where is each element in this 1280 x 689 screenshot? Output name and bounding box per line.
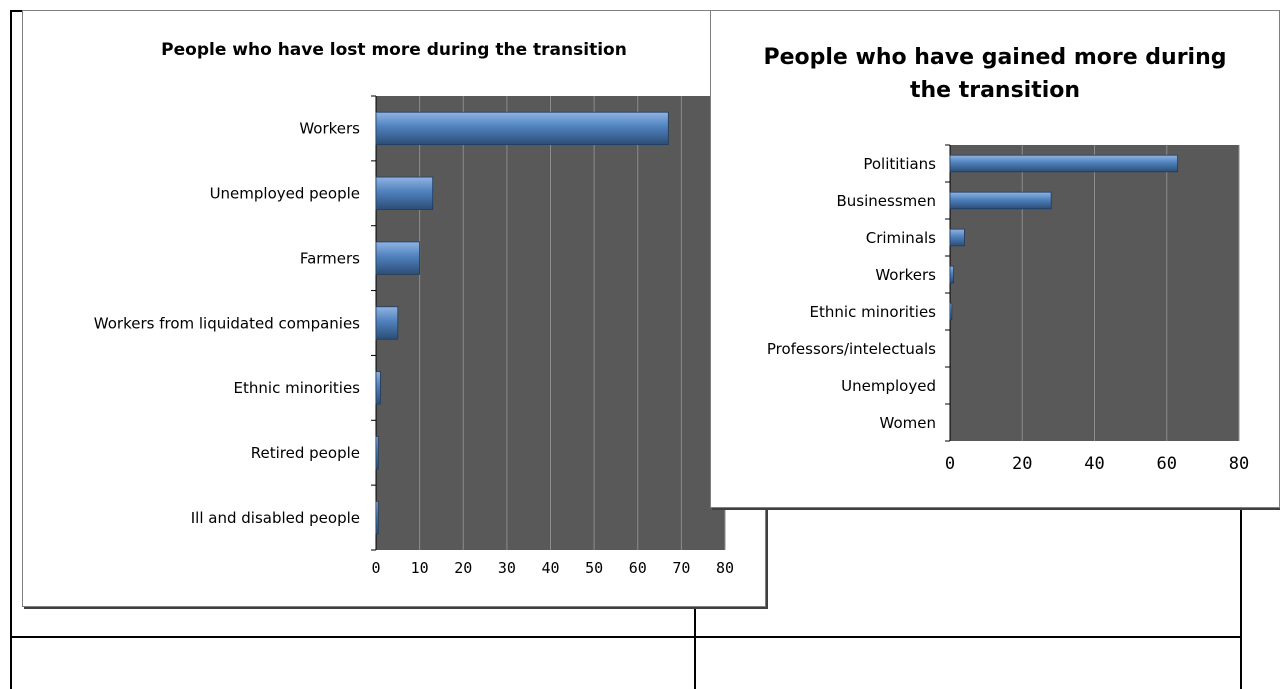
category-label: Ethnic minorities — [810, 303, 937, 321]
category-label: Unemployed people — [210, 185, 360, 203]
bar — [375, 436, 379, 470]
chart-lost-more: People who have lost more during the tra… — [22, 10, 766, 607]
bar — [375, 111, 669, 146]
category-label: Businessmen — [837, 192, 937, 210]
bar — [949, 154, 1178, 173]
bar — [949, 265, 955, 284]
bar — [375, 371, 381, 405]
chart-title: People who have lost more during the tra… — [161, 40, 627, 60]
bar — [949, 191, 1052, 210]
x-tick-label: 0 — [945, 454, 955, 474]
x-tick-label: 40 — [1084, 454, 1104, 474]
category-label: Workers — [875, 266, 936, 284]
chart-gained-more-plot: 0 20 40 60 80 Polititians Businessmen Criminals… — [767, 144, 1249, 474]
x-tick-label: 70 — [672, 559, 690, 577]
category-label: Unemployed — [841, 377, 936, 395]
chart-lost-more-plot: 0 10 20 30 40 50 60 70 80 Workers Unemployed peopl… — [94, 95, 734, 577]
bar — [375, 306, 399, 340]
bar — [949, 228, 965, 247]
x-tick-label: 80 — [1229, 454, 1249, 474]
x-tick-label: 60 — [629, 559, 647, 577]
x-tick-label: 20 — [1012, 454, 1032, 474]
category-label: Professors/intelectuals — [767, 340, 936, 358]
table-row-divider — [10, 636, 1242, 638]
category-label: Workers from liquidated companies — [94, 314, 360, 332]
x-tick-label: 80 — [716, 559, 734, 577]
category-label: Women — [880, 414, 936, 432]
table-divider-vertical — [694, 600, 696, 689]
bar — [375, 176, 434, 210]
category-label: Workers — [299, 120, 360, 138]
x-tick-label: 0 — [371, 559, 380, 577]
category-label: Farmers — [300, 249, 360, 267]
bar — [375, 500, 379, 535]
x-tick-label: 30 — [498, 559, 516, 577]
x-tick-label: 40 — [541, 559, 559, 577]
chart-title: People who have gained more during the t… — [763, 45, 1227, 103]
x-tick-label: 50 — [585, 559, 603, 577]
category-label: Ethnic minorities — [234, 379, 361, 397]
bar — [949, 302, 953, 321]
category-label: Ill and disabled people — [191, 509, 360, 527]
chart-gained-more: People who have gained more during the t… — [710, 10, 1280, 508]
category-label: Polititians — [863, 155, 936, 173]
bar — [375, 241, 421, 275]
category-label: Retired people — [251, 444, 360, 462]
x-tick-label: 60 — [1157, 454, 1177, 474]
category-label: Criminals — [866, 229, 936, 247]
x-tick-label: 10 — [411, 559, 429, 577]
table-border-left — [10, 10, 12, 689]
x-tick-label: 20 — [454, 559, 472, 577]
